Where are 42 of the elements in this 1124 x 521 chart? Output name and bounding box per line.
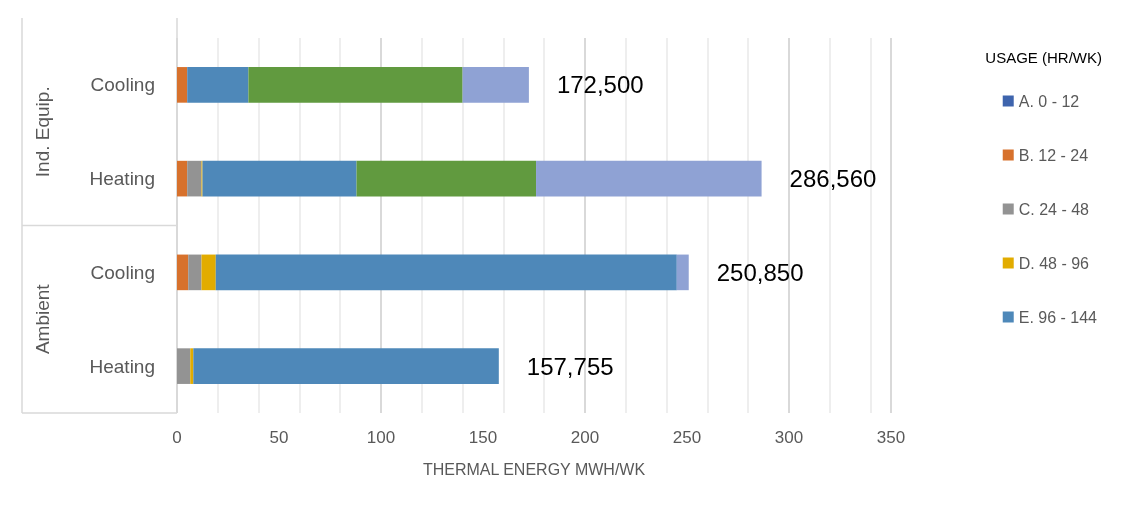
bar xyxy=(177,348,191,384)
bar xyxy=(215,254,677,291)
x-tick-label: 50 xyxy=(269,428,289,447)
bar xyxy=(187,160,202,197)
y-tick-label: Cooling xyxy=(90,74,155,96)
x-tick-label: 100 xyxy=(366,428,396,447)
bar xyxy=(190,348,194,384)
bar xyxy=(536,160,762,197)
x-tick-label: 150 xyxy=(468,428,498,447)
legend-label: E. 96 - 144 xyxy=(1018,308,1098,326)
bar xyxy=(177,254,189,291)
bar xyxy=(188,254,202,291)
y-tick-label: Heating xyxy=(89,168,155,190)
total-label: 286,560 xyxy=(789,165,877,193)
y-tick-label: Heating xyxy=(89,355,155,377)
bar xyxy=(177,160,188,197)
legend-label: D. 48 - 96 xyxy=(1018,254,1090,272)
x-tick-label: 350 xyxy=(876,428,906,447)
legend-title: USAGE (HR/WK) xyxy=(985,49,1102,66)
bar xyxy=(356,160,537,197)
bar xyxy=(248,67,463,103)
text: Ind. Equip. xyxy=(31,86,53,178)
total-label: 250,850 xyxy=(716,258,804,286)
x-tick-label: 0 xyxy=(172,428,182,447)
total-label: 157,755 xyxy=(526,352,614,380)
bar xyxy=(187,67,249,103)
legend-label: B. 12 - 24 xyxy=(1018,146,1089,164)
y-tick-label: Cooling xyxy=(90,261,155,283)
x-axis-title: THERMAL ENERGY MWH/WK xyxy=(422,460,646,478)
legend-label: C. 24 - 48 xyxy=(1018,200,1090,218)
x-tick-label: 250 xyxy=(672,428,702,447)
bar xyxy=(202,160,357,197)
legend-label: A. 0 - 12 xyxy=(1018,92,1080,110)
x-tick-label: 300 xyxy=(774,428,804,447)
bar xyxy=(676,254,689,291)
total-label: 172,500 xyxy=(556,71,644,99)
bar xyxy=(462,67,529,103)
text: Ambient xyxy=(31,283,53,355)
bar xyxy=(201,254,216,291)
bar xyxy=(193,348,499,384)
x-tick-label: 200 xyxy=(570,428,600,447)
bar xyxy=(177,67,188,103)
